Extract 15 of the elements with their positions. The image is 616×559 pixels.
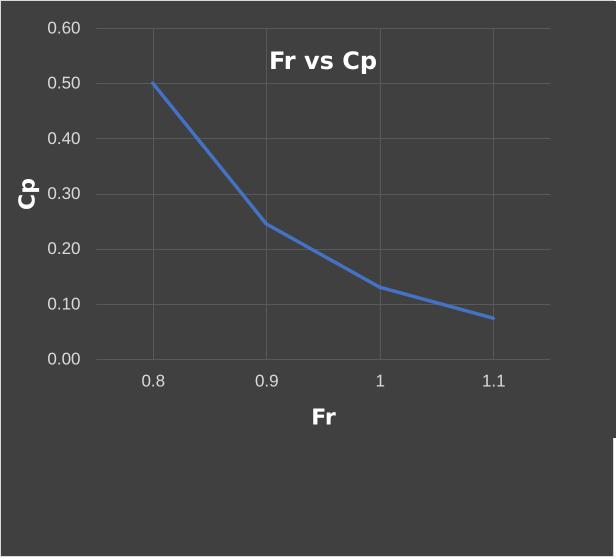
y-tick-label: 0.30 <box>47 184 80 203</box>
x-tick-label: 0.9 <box>254 372 279 390</box>
y-tick-label: 0.20 <box>47 239 80 258</box>
y-tick-label: 0.00 <box>47 350 80 368</box>
y-tick-label: 0.10 <box>47 294 80 314</box>
x-tick-label: 1 <box>376 372 385 390</box>
y-axis-title: Cp <box>15 178 40 210</box>
text: Fr vs Cp <box>268 47 378 75</box>
y-tick-label: 0.40 <box>47 128 80 148</box>
y-tick-label: 0.60 <box>47 18 80 38</box>
y-tick-label: 0.50 <box>47 74 80 93</box>
x-axis-title: Fr <box>311 406 336 430</box>
x-tick-label: 0.8 <box>141 372 166 390</box>
line-series <box>151 81 495 320</box>
x-tick-label: 1.1 <box>482 372 506 390</box>
